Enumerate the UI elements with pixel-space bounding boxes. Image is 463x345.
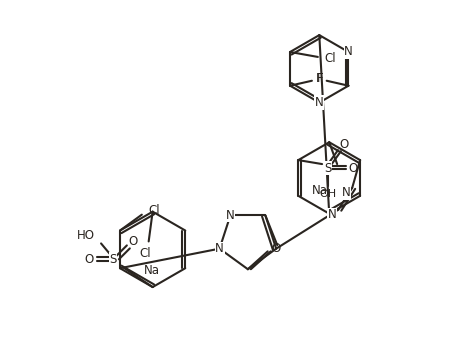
Text: Na: Na [144,264,159,277]
Text: Cl: Cl [324,52,336,66]
Text: O: O [339,138,349,151]
Text: N: N [226,209,235,222]
Text: Cl: Cl [148,204,160,217]
Text: O: O [85,253,94,266]
Text: N: N [342,186,350,199]
Text: N: N [328,208,337,221]
Text: O: O [348,161,357,175]
Text: Na: Na [312,184,328,197]
Text: OH: OH [319,189,337,199]
Text: O: O [271,242,280,255]
Text: O: O [128,235,138,248]
Text: N: N [315,96,324,109]
Text: F: F [315,72,322,85]
Text: N: N [344,46,353,59]
Text: F: F [316,72,323,85]
Text: N: N [215,242,224,255]
Text: S: S [325,161,332,175]
Text: Cl: Cl [139,247,150,260]
Text: HO: HO [77,229,95,242]
Text: S: S [109,253,117,266]
